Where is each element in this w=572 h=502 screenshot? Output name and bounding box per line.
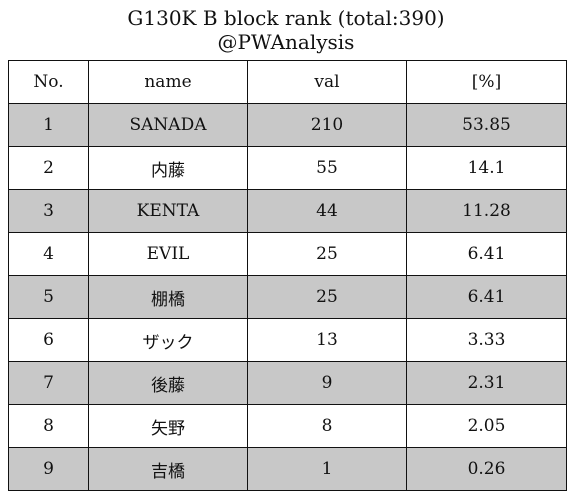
header-row: No. name val [%]: [8, 60, 567, 104]
value-cell: 1: [247, 447, 407, 491]
rank-cell: 7: [8, 361, 89, 405]
rank-cell: 2: [8, 146, 89, 190]
name-cell: 矢野: [88, 404, 248, 448]
table-body: 1 SANADA 210 53.85 2 内藤 55 14.1 3 KENTA 44 11.28 4 EV…: [8, 103, 567, 491]
value-cell: 9: [247, 361, 407, 405]
percent-cell: 53.85: [406, 103, 567, 147]
name-cell: 内藤: [88, 146, 248, 190]
percent-cell: 6.41: [406, 275, 567, 319]
table-row: 2 内藤 55 14.1: [8, 146, 567, 190]
chart-title: G130K B block rank (total:390) @PWAnalys…: [0, 6, 572, 54]
value-cell: 44: [247, 189, 407, 233]
table-row: 7 後藤 9 2.31: [8, 361, 567, 405]
rank-cell: 3: [8, 189, 89, 233]
value-cell: 25: [247, 232, 407, 276]
percent-cell: 0.26: [406, 447, 567, 491]
header-name: name: [88, 60, 248, 104]
rank-cell: 9: [8, 447, 89, 491]
title-text: G130K B block rank (total:390): [127, 6, 445, 30]
value-cell: 25: [247, 275, 407, 319]
rank-cell: 8: [8, 404, 89, 448]
header-val: val: [247, 60, 407, 104]
table-row: 8 矢野 8 2.05: [8, 404, 567, 448]
percent-cell: 2.31: [406, 361, 567, 405]
name-cell: 後藤: [88, 361, 248, 405]
rank-cell: 4: [8, 232, 89, 276]
rank-cell: 5: [8, 275, 89, 319]
table-row: 4 EVIL 25 6.41: [8, 232, 567, 276]
name-cell: 棚橋: [88, 275, 248, 319]
table-row: 1 SANADA 210 53.85: [8, 103, 567, 147]
value-cell: 8: [247, 404, 407, 448]
header-no: No.: [8, 60, 89, 104]
subtitle-text: @PWAnalysis: [217, 30, 355, 54]
value-cell: 13: [247, 318, 407, 362]
table-row: 6 ザック 13 3.33: [8, 318, 567, 362]
table-row: 9 吉橋 1 0.26: [8, 447, 567, 491]
header-pct: [%]: [406, 60, 567, 104]
rank-cell: 1: [8, 103, 89, 147]
percent-cell: 11.28: [406, 189, 567, 233]
name-cell: SANADA: [88, 103, 248, 147]
rank-table: No. name val [%] 1 SANADA 210 53.85 2 内藤 55 14.…: [8, 60, 567, 491]
percent-cell: 14.1: [406, 146, 567, 190]
percent-cell: 3.33: [406, 318, 567, 362]
name-cell: ザック: [88, 318, 248, 362]
table-row: 5 棚橋 25 6.41: [8, 275, 567, 319]
percent-cell: 2.05: [406, 404, 567, 448]
percent-cell: 6.41: [406, 232, 567, 276]
table-row: 3 KENTA 44 11.28: [8, 189, 567, 233]
name-cell: 吉橋: [88, 447, 248, 491]
value-cell: 210: [247, 103, 407, 147]
value-cell: 55: [247, 146, 407, 190]
name-cell: EVIL: [88, 232, 248, 276]
name-cell: KENTA: [88, 189, 248, 233]
rank-cell: 6: [8, 318, 89, 362]
